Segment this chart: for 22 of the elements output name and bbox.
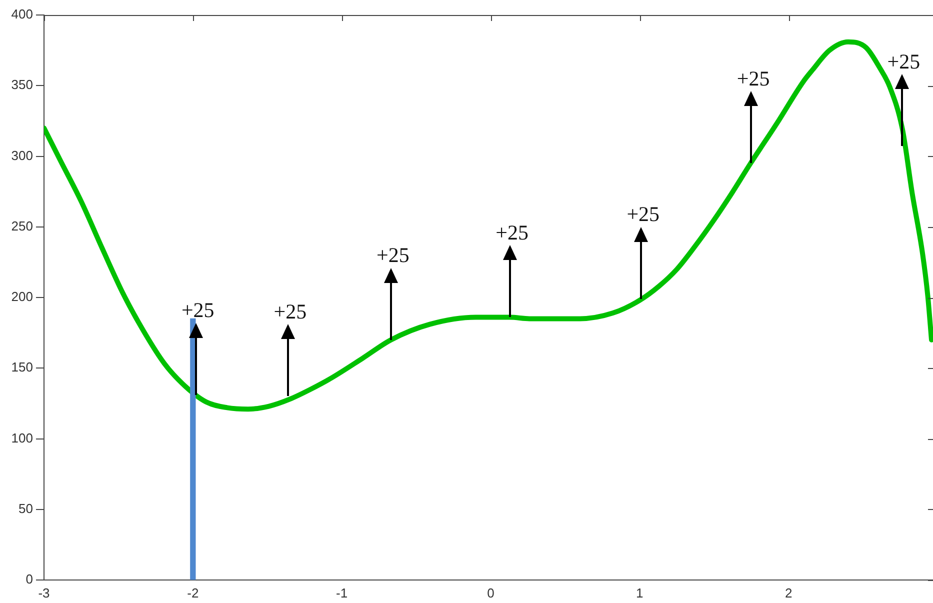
annotation: +25 [626,202,660,226]
x-tick-label: -2 [187,585,199,600]
x-tick-label: 2 [784,585,792,600]
y-tick-label: 400 [11,6,33,22]
y-tick-label: 50 [18,500,33,516]
y-tick-label: 250 [11,218,33,234]
annotation: +25 [496,220,529,244]
annotation: +25 [887,49,920,74]
y-tick-label: 150 [11,360,33,375]
x-tick-label: -1 [336,585,348,600]
annotation: +25 [376,242,410,267]
y-tick-label: 100 [11,430,33,446]
y-tick-label: 300 [11,148,33,163]
x-tick-label: 1 [636,585,644,600]
y-tick-label: 0 [26,572,33,587]
y-tick-label: 200 [11,289,33,304]
annotation: +25 [181,298,214,322]
x-tick-label: 0 [487,585,494,600]
x-tick-label: -3 [38,585,50,600]
annotation: +25 [274,299,307,324]
y-tick-label: 350 [11,77,33,92]
annotation: +25 [736,66,770,90]
